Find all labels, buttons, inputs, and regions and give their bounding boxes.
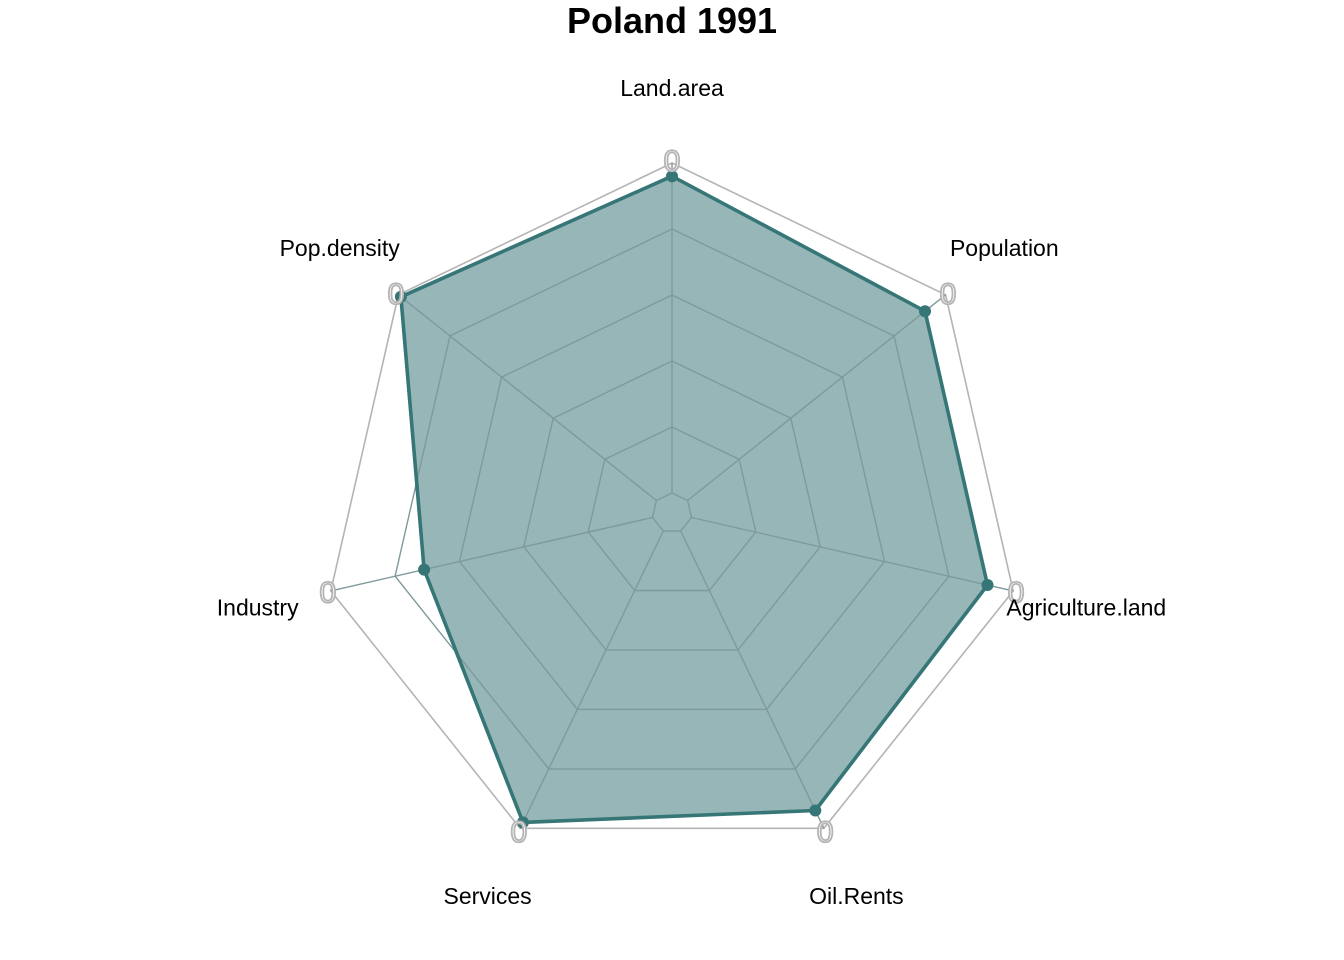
grid-spoke bbox=[397, 294, 657, 502]
axis-tick-label: 0 bbox=[664, 145, 681, 178]
axis-label: Industry bbox=[217, 595, 299, 621]
grid-ring bbox=[329, 162, 1015, 830]
axis-label: Population bbox=[950, 235, 1059, 261]
grid-spoke bbox=[691, 516, 1014, 592]
grid bbox=[329, 162, 1015, 830]
grid-ring bbox=[587, 426, 757, 592]
axis-tick-label: 0 bbox=[817, 816, 834, 849]
axis-tick-label: 0 bbox=[510, 816, 527, 849]
grid-spoke bbox=[680, 530, 825, 829]
grid-ring bbox=[651, 492, 693, 532]
axis-tick-label: 0 bbox=[320, 577, 337, 610]
grid-spoke bbox=[330, 516, 653, 592]
series-area bbox=[400, 176, 988, 823]
axis-tick-label: 0 bbox=[388, 278, 405, 311]
data-point bbox=[666, 170, 678, 183]
series-line bbox=[399, 174, 990, 825]
chart-title: Poland 1991 bbox=[567, 0, 777, 41]
data-point bbox=[394, 290, 407, 303]
data-point bbox=[919, 305, 931, 318]
grid-ring bbox=[394, 228, 950, 770]
series-layer bbox=[394, 170, 994, 829]
data-point bbox=[809, 804, 822, 817]
grid-spoke bbox=[687, 294, 947, 502]
data-point bbox=[981, 579, 994, 591]
axis-label: Pop.density bbox=[280, 235, 401, 261]
axis-labels: 0 0 0 0 0 0 0 Land.area Population Agriculture.la… bbox=[217, 75, 1166, 909]
data-point bbox=[418, 563, 431, 576]
grid-spoke bbox=[519, 530, 664, 829]
axis-tick-label: 0 bbox=[1008, 577, 1025, 610]
grid-ring bbox=[458, 294, 886, 711]
axis-label: Agriculture.land bbox=[1006, 595, 1166, 621]
axis-label: Services bbox=[443, 883, 531, 909]
grid-ring bbox=[523, 360, 821, 651]
axis-label: Land.area bbox=[620, 75, 724, 101]
data-point bbox=[517, 816, 529, 829]
axis-label: Oil.Rents bbox=[809, 883, 904, 909]
axis-tick-label: 0 bbox=[940, 278, 957, 311]
